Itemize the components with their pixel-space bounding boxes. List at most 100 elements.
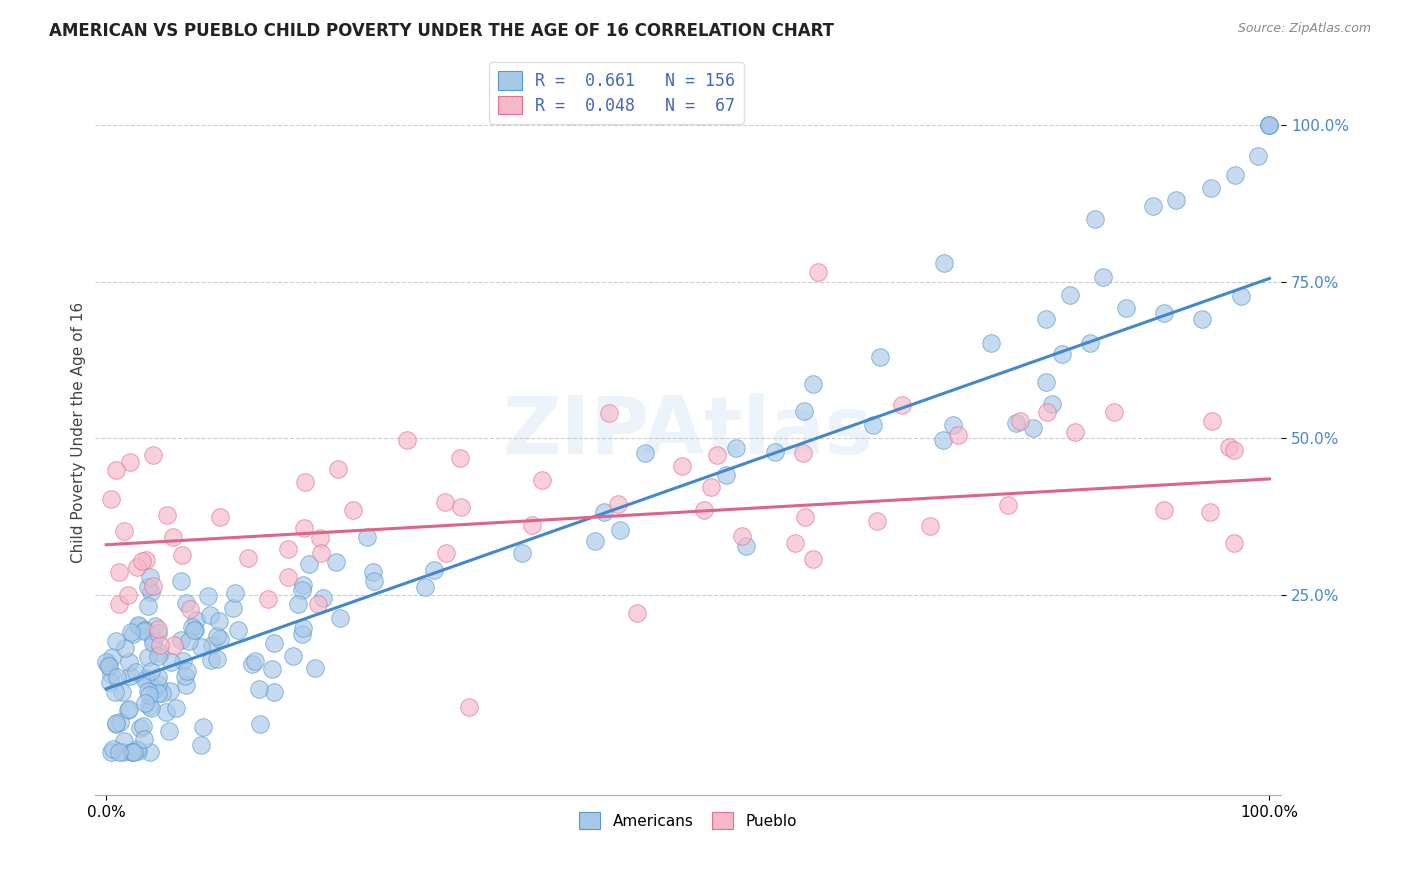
Point — [98, 675, 121, 690]
Point — [422, 563, 444, 577]
Point — [146, 622, 169, 636]
Point — [170, 548, 193, 562]
Point — [807, 265, 830, 279]
Point — [1008, 414, 1031, 428]
Point — [294, 475, 316, 490]
Point — [801, 552, 824, 566]
Point — [862, 417, 884, 432]
Point — [609, 523, 631, 537]
Point — [179, 634, 201, 648]
Point — [598, 406, 620, 420]
Point — [1059, 288, 1081, 302]
Point — [155, 705, 177, 719]
Point — [260, 662, 283, 676]
Point — [191, 720, 214, 734]
Point — [98, 658, 121, 673]
Point — [114, 734, 136, 748]
Text: AMERICAN VS PUEBLO CHILD POVERTY UNDER THE AGE OF 16 CORRELATION CHART: AMERICAN VS PUEBLO CHILD POVERTY UNDER T… — [49, 22, 834, 40]
Point — [240, 657, 263, 672]
Point — [312, 591, 335, 606]
Point — [134, 624, 156, 638]
Point — [201, 639, 224, 653]
Point — [634, 446, 657, 460]
Point — [1078, 335, 1101, 350]
Point — [1258, 118, 1281, 132]
Point — [165, 701, 187, 715]
Point — [263, 685, 285, 699]
Point — [1035, 405, 1057, 419]
Point — [184, 614, 207, 628]
Point — [281, 649, 304, 664]
Point — [307, 597, 329, 611]
Point — [208, 615, 231, 629]
Point — [118, 669, 141, 683]
Point — [1035, 312, 1057, 326]
Point — [135, 553, 157, 567]
Point — [1258, 118, 1281, 132]
Point — [530, 473, 553, 487]
Point — [763, 445, 786, 459]
Point — [207, 629, 229, 643]
Point — [149, 646, 172, 660]
Point — [891, 398, 914, 412]
Point — [1199, 505, 1222, 519]
Point — [1166, 193, 1188, 207]
Point — [249, 716, 271, 731]
Point — [238, 551, 260, 566]
Point — [173, 669, 195, 683]
Point — [170, 633, 193, 648]
Point — [396, 433, 419, 447]
Point — [159, 684, 181, 698]
Point — [121, 745, 143, 759]
Point — [222, 601, 245, 615]
Point — [142, 448, 165, 462]
Point — [170, 574, 193, 588]
Point — [671, 458, 693, 473]
Point — [1201, 180, 1223, 194]
Point — [794, 510, 817, 524]
Point — [304, 661, 326, 675]
Point — [108, 745, 131, 759]
Point — [162, 530, 184, 544]
Point — [226, 623, 249, 637]
Point — [946, 428, 969, 442]
Point — [132, 719, 155, 733]
Point — [122, 745, 145, 759]
Point — [101, 741, 124, 756]
Point — [134, 696, 156, 710]
Point — [136, 599, 159, 613]
Point — [183, 623, 205, 637]
Point — [457, 700, 479, 714]
Point — [139, 701, 162, 715]
Point — [200, 608, 222, 623]
Point — [138, 688, 160, 702]
Point — [277, 541, 299, 556]
Point — [725, 441, 748, 455]
Point — [141, 664, 163, 678]
Point — [734, 539, 756, 553]
Point — [1153, 306, 1175, 320]
Point — [121, 626, 143, 640]
Point — [1218, 440, 1240, 454]
Point — [1022, 420, 1045, 434]
Point — [103, 685, 125, 699]
Point — [413, 580, 436, 594]
Point — [208, 509, 231, 524]
Point — [607, 497, 630, 511]
Point — [100, 491, 122, 506]
Point — [793, 403, 815, 417]
Point — [1142, 199, 1164, 213]
Point — [1153, 503, 1175, 517]
Point — [866, 514, 889, 528]
Point — [142, 579, 165, 593]
Point — [121, 745, 143, 759]
Point — [700, 480, 723, 494]
Point — [149, 638, 172, 652]
Point — [128, 619, 150, 633]
Point — [146, 670, 169, 684]
Y-axis label: Child Poverty Under the Age of 16: Child Poverty Under the Age of 16 — [72, 301, 86, 563]
Point — [111, 685, 134, 699]
Point — [434, 546, 457, 560]
Point — [592, 505, 614, 519]
Point — [731, 529, 754, 543]
